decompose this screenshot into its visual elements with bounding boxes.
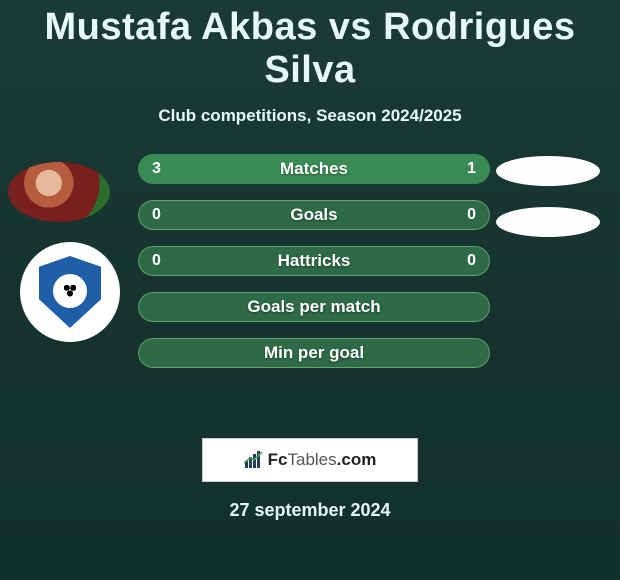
stat-label: Min per goal <box>138 338 490 368</box>
stat-label: Hattricks <box>138 246 490 276</box>
stat-row: 00Hattricks <box>138 246 490 276</box>
comparison-panel: 31Matches 00Goals 00Hattricks Goals per mat… <box>0 154 620 414</box>
branding-box: FcTables.com <box>202 438 418 482</box>
shield-icon <box>39 256 101 328</box>
stat-row: 31Matches <box>138 154 490 184</box>
stat-label: Matches <box>138 154 490 184</box>
player2-club-badge <box>496 207 600 237</box>
brand-tld: .com <box>337 450 377 469</box>
page-subtitle: Club competitions, Season 2024/2025 <box>0 106 620 126</box>
player2-photo <box>496 156 600 186</box>
stat-row: 00Goals <box>138 200 490 230</box>
stat-label: Goals per match <box>138 292 490 322</box>
brand-prefix: Fc <box>268 450 288 469</box>
brand-text: FcTables.com <box>268 450 377 470</box>
bar-chart-icon <box>244 451 264 469</box>
snapshot-date: 27 september 2024 <box>0 500 620 521</box>
player1-club-badge <box>20 242 120 342</box>
stat-bars: 31Matches 00Goals 00Hattricks Goals per mat… <box>138 154 490 384</box>
page-title: Mustafa Akbas vs Rodrigues Silva <box>0 0 620 92</box>
stat-row: Min per goal <box>138 338 490 368</box>
stat-row: Goals per match <box>138 292 490 322</box>
player1-photo <box>8 162 110 222</box>
brand-suffix: Tables <box>288 450 337 469</box>
stat-label: Goals <box>138 200 490 230</box>
